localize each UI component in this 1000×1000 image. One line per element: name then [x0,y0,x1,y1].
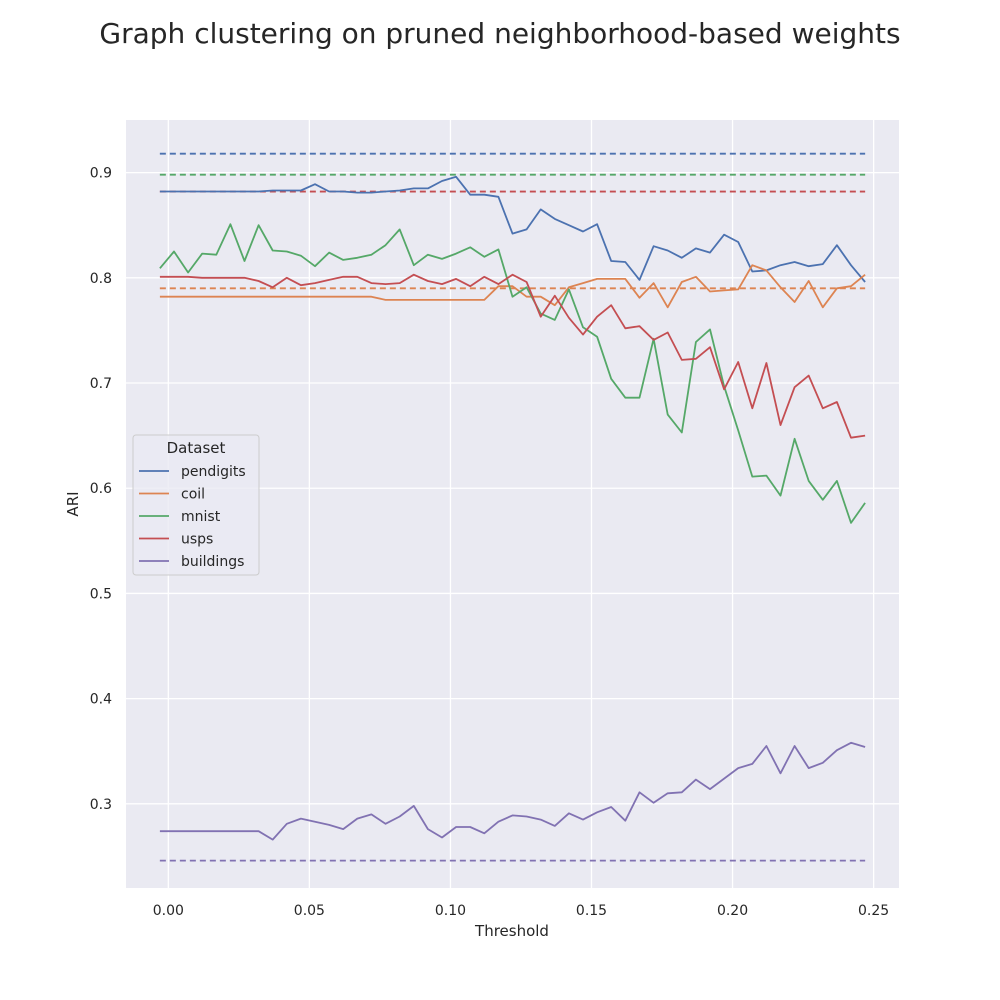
legend-label-coil: coil [181,487,205,503]
x-axis-label: Threshold [474,922,549,940]
x-tick-label: 0.20 [717,903,748,919]
legend-box [132,434,260,576]
legend-title: Dataset [167,439,226,457]
y-tick-label: 0.3 [90,797,112,813]
x-tick-label: 0.10 [435,903,466,919]
y-tick-label: 0.4 [90,692,112,708]
y-tick-label: 0.9 [90,166,112,182]
x-tick-label: 0.05 [294,903,325,919]
series-line-coil [159,264,866,309]
x-tick-label: 0.15 [576,903,607,919]
legend: Dataset pendigits coil mnist usps buildings [132,434,260,576]
series-line-mnist [159,223,866,524]
series-line-usps [159,273,866,439]
series-line-buildings [159,741,866,841]
x-tick-label: 0.00 [153,903,184,919]
chart-title: Graph clustering on pruned neighborhood-… [99,17,900,50]
y-tick-label: 0.5 [90,586,112,602]
legend-items: pendigits coil mnist usps buildings [139,464,246,570]
series-lines [159,175,866,841]
legend-label-mnist: mnist [181,509,221,525]
x-axis-ticks: 0.00 0.05 0.10 0.15 0.20 0.25 [153,903,889,919]
y-tick-label: 0.6 [90,481,112,497]
legend-label-usps: usps [181,532,213,548]
series-line-pendigits [159,175,866,283]
baseline-lines [159,152,866,862]
y-axis-label: ARI [64,491,82,516]
legend-label-buildings: buildings [181,554,244,570]
y-tick-label: 0.8 [90,271,112,287]
legend-label-pendigits: pendigits [181,464,246,480]
x-tick-label: 0.25 [858,903,889,919]
y-tick-label: 0.7 [90,376,112,392]
y-axis-ticks: 0.3 0.4 0.5 0.6 0.7 0.8 0.9 [90,166,112,813]
